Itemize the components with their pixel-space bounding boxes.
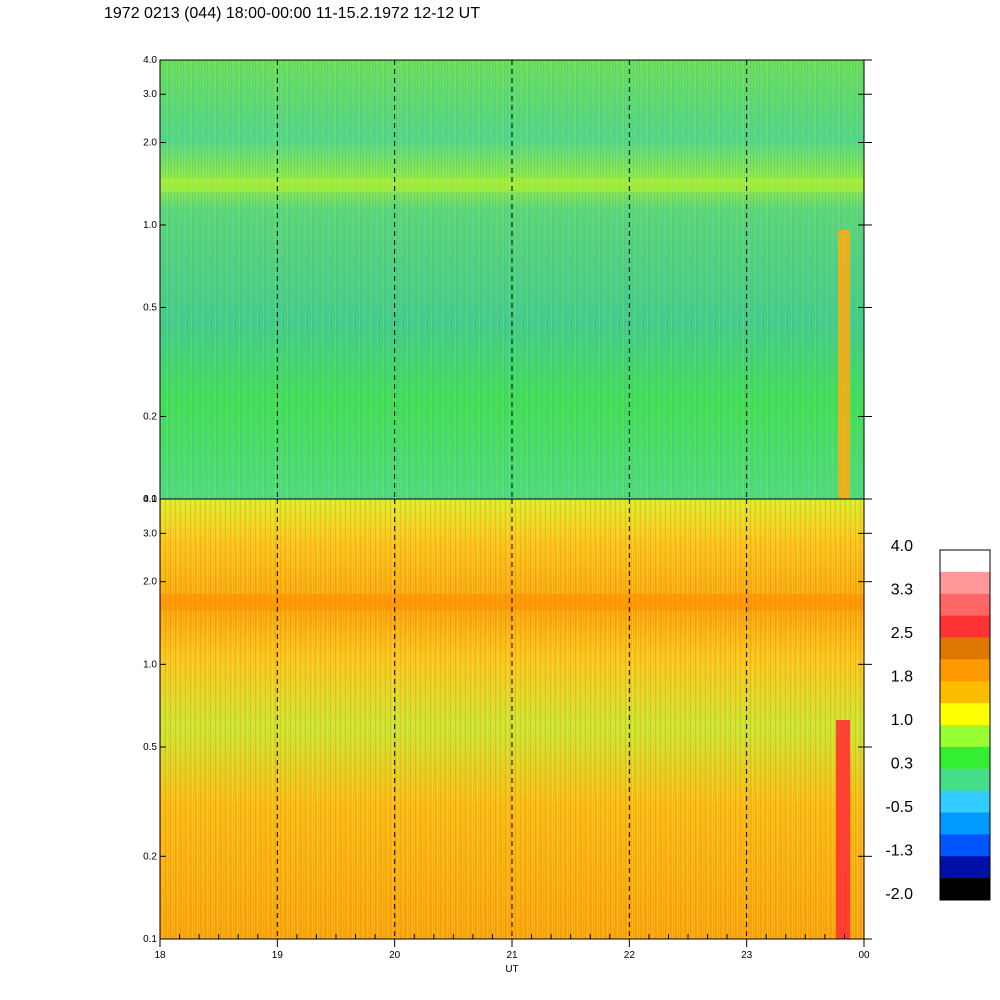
colorbar-swatch xyxy=(940,812,990,835)
y-tick-label: 0.2 xyxy=(143,851,157,862)
y-tick-label: 0.2 xyxy=(143,412,157,423)
y-tick-label: 0.5 xyxy=(143,742,157,753)
colorbar-frame xyxy=(939,549,991,901)
y-tick-label: 0.1 xyxy=(143,934,157,945)
lower-hour-lines xyxy=(276,499,748,939)
colorbar-swatch xyxy=(940,571,990,595)
colorbar-swatch xyxy=(940,834,990,857)
colorbar-swatch xyxy=(940,746,990,770)
colorbar-swatch xyxy=(940,615,990,638)
colorbar: 4.0 3.3 2.5 1.8 1.0 0.3 -0.5 -1.3 -2.0 xyxy=(885,538,991,903)
y-tick-label: 3.0 xyxy=(143,528,157,539)
upper-band xyxy=(160,178,864,192)
colorbar-label: 1.0 xyxy=(891,712,913,729)
x-axis-label: UT xyxy=(505,964,518,975)
colorbar-swatch xyxy=(940,725,990,748)
chart-title: 1972 0213 (044) 18:00-00:00 11-15.2.1972… xyxy=(104,5,480,22)
colorbar-swatch xyxy=(940,593,990,617)
colorbar-label: 1.8 xyxy=(891,669,913,686)
y-tick-label: 1.0 xyxy=(143,220,157,231)
colorbar-swatch xyxy=(940,878,990,901)
x-tick-label: 18 xyxy=(154,950,166,961)
colorbar-swatch xyxy=(940,768,990,792)
y-tick-label: 3.0 xyxy=(143,89,157,100)
colorbar-swatch xyxy=(940,856,990,879)
x-axis: 18 19 20 21 22 23 00 xyxy=(154,934,870,961)
x-tick-label: 23 xyxy=(741,950,753,961)
lower-column xyxy=(836,720,850,939)
x-tick-label: 00 xyxy=(858,950,870,961)
y-tick-label: 0.1 xyxy=(143,494,157,505)
upper-panel: 0.1 0.2 0.5 1.0 2.0 3.0 4.0 xyxy=(143,55,872,505)
colorbar-label: -0.5 xyxy=(885,799,913,816)
colorbar-label: 0.3 xyxy=(891,756,913,773)
colorbar-swatch xyxy=(940,550,990,573)
y-tick-label: 4.0 xyxy=(143,494,157,505)
colorbar-label: -2.0 xyxy=(885,886,913,903)
y-tick-label: 2.0 xyxy=(143,137,157,148)
colorbar-swatch xyxy=(940,790,990,813)
lower-panel: 0.1 0.2 0.5 1.0 2.0 3.0 4.0 xyxy=(143,494,872,945)
colorbar-label: 3.3 xyxy=(891,582,913,599)
y-tick-label: 2.0 xyxy=(143,577,157,588)
upper-hour-lines xyxy=(276,60,748,499)
upper-column xyxy=(838,230,850,499)
x-tick-label: 20 xyxy=(389,950,401,961)
colorbar-swatch xyxy=(940,681,990,704)
x-tick-label: 21 xyxy=(506,950,518,961)
x-tick-label: 22 xyxy=(624,950,636,961)
y-tick-label: 1.0 xyxy=(143,659,157,670)
colorbar-label: 2.5 xyxy=(891,625,913,642)
lower-y-ticks: 0.1 0.2 0.5 1.0 2.0 3.0 4.0 xyxy=(143,494,872,945)
y-tick-label: 4.0 xyxy=(143,55,157,66)
y-tick-label: 0.5 xyxy=(143,302,157,313)
colorbar-label: -1.3 xyxy=(885,843,913,860)
colorbar-swatch xyxy=(940,703,990,726)
colorbar-label: 4.0 xyxy=(891,538,913,555)
x-tick-label: 19 xyxy=(272,950,284,961)
colorbar-swatch xyxy=(940,637,990,660)
colorbar-swatch xyxy=(940,659,990,682)
